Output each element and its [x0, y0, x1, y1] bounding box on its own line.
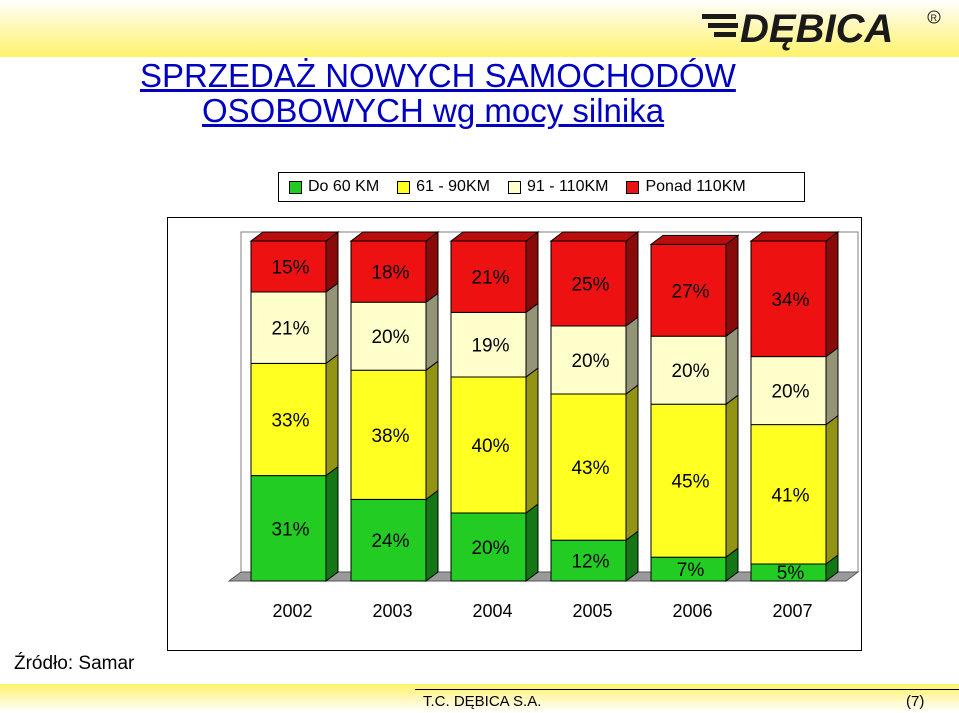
x-tick-label-2007: 2007	[772, 601, 812, 621]
bar-side-2006-4	[725, 234, 739, 338]
data-label-2006-3: 20%	[671, 361, 709, 382]
legend-label: Ponad 110KM	[645, 178, 746, 195]
page-number: (7)	[906, 693, 925, 710]
bar-segment-2004-3	[450, 311, 527, 378]
bar-segment-2004-1	[450, 512, 527, 582]
bar-side-2004-1	[525, 503, 539, 582]
data-label-2005-2: 43%	[571, 458, 609, 479]
legend-item-do-60: Do 60 KM	[289, 178, 379, 196]
legend-label: 91 - 110KM	[526, 178, 609, 195]
x-tick-label-2006: 2006	[672, 601, 712, 621]
bar-side-2005-4	[625, 231, 639, 327]
bar-side-2005-2	[625, 384, 639, 542]
bar-side-2003-3	[425, 292, 439, 372]
legend-item-ponad-110: Ponad 110KM	[626, 178, 746, 196]
bar-segment-2004-2	[450, 376, 527, 514]
data-label-2003-4: 18%	[371, 263, 409, 284]
bar-side-2002-4	[325, 231, 339, 293]
bar-top-2002	[249, 231, 340, 242]
data-label-2003-1: 24%	[371, 531, 409, 552]
legend-swatch	[397, 180, 411, 194]
bar-side-2007-2	[825, 414, 839, 565]
debica-logo: DĘBICA R	[702, 7, 941, 51]
legend-swatch	[626, 180, 640, 194]
bar-side-2004-3	[525, 302, 539, 378]
data-label-2006-4: 27%	[671, 281, 709, 302]
data-label-2005-1: 12%	[571, 552, 609, 573]
bar-segment-2002-3	[250, 291, 327, 364]
bar-side-2004-2	[525, 367, 539, 514]
legend-item-91-110: 91 - 110KM	[507, 178, 609, 196]
bar-top-2005	[549, 231, 640, 242]
x-tick-label-2002: 2002	[272, 601, 312, 621]
footer-band	[0, 684, 959, 713]
footer-company: T.C. DĘBICA S.A.	[423, 693, 542, 710]
data-label-2002-4: 15%	[271, 258, 309, 279]
bar-segment-2002-1	[250, 475, 327, 582]
source-note: Źródło: Samar	[14, 653, 135, 674]
bar-top-2007	[749, 231, 840, 242]
legend-item-61-90: 61 - 90KM	[397, 178, 490, 196]
data-label-2002-1: 31%	[271, 519, 309, 540]
bar-segment-2005-1	[550, 539, 627, 582]
bar-segment-2005-3	[550, 325, 627, 395]
bar-top-2006	[649, 234, 740, 245]
bar-segment-2005-2	[550, 393, 627, 541]
bar-side-2004-4	[525, 231, 539, 314]
header-band	[0, 0, 959, 57]
bar-segment-2003-2	[350, 369, 427, 500]
legend-label: 61 - 90KM	[416, 178, 490, 195]
data-label-2006-1: 7%	[677, 560, 705, 581]
bar-side-2006-2	[725, 394, 739, 559]
data-label-2002-3: 21%	[271, 319, 309, 340]
data-label-2003-2: 38%	[371, 426, 409, 447]
logo-text: DĘBICA	[740, 7, 893, 51]
bar-segment-2003-1	[350, 498, 427, 582]
page-title: SPRZEDAŻ NOWYCH SAMOCHODÓW OSOBOWYCH wg …	[140, 58, 840, 128]
data-label-2007-2: 41%	[771, 485, 809, 506]
bar-side-2007-4	[825, 231, 839, 358]
data-label-2006-2: 45%	[671, 472, 709, 493]
legend-swatch	[507, 180, 521, 194]
bar-top-2004	[449, 231, 540, 242]
x-tick-label-2003: 2003	[372, 601, 412, 621]
data-label-2002-2: 33%	[271, 411, 309, 432]
bar-segment-2003-3	[350, 301, 427, 371]
bar-side-2006-3	[725, 326, 739, 406]
bar-segment-2007-3	[750, 356, 827, 426]
legend-swatch	[289, 180, 302, 194]
registered-mark: R	[931, 13, 938, 23]
bar-top-2003	[349, 231, 440, 242]
x-tick-label-2005: 2005	[572, 601, 612, 621]
title-line-1: SPRZEDAŻ NOWYCH SAMOCHODÓW	[140, 57, 736, 94]
bar-side-2002-3	[325, 282, 339, 365]
data-label-2004-2: 40%	[471, 436, 509, 457]
bar-segment-2004-4	[450, 240, 527, 313]
data-label-2005-4: 25%	[571, 275, 609, 296]
chart-legend: Do 60 KM 61 - 90KM 91 - 110KM Ponad 110K…	[278, 172, 805, 202]
data-label-2007-3: 20%	[771, 382, 809, 403]
footer-divider	[415, 689, 959, 690]
bar-side-2003-1	[425, 489, 439, 582]
title-line-2: OSOBOWYCH wg mocy silnika	[202, 92, 665, 129]
bar-side-2007-3	[825, 346, 839, 426]
data-label-2004-4: 21%	[471, 268, 509, 289]
bar-segment-2006-2	[650, 403, 727, 558]
legend-label: Do 60 KM	[308, 178, 380, 195]
data-label-2004-3: 19%	[471, 336, 509, 357]
bar-side-2005-3	[625, 316, 639, 395]
x-tick-label-2004: 2004	[472, 601, 512, 621]
data-label-2004-1: 20%	[471, 538, 509, 559]
data-label-2007-1: 5%	[777, 563, 805, 584]
bar-side-2002-2	[325, 353, 339, 477]
bar-side-2003-2	[425, 360, 439, 501]
bar-side-2002-1	[325, 465, 339, 582]
bar-side-2003-4	[425, 231, 439, 304]
data-label-2007-4: 34%	[771, 290, 809, 311]
data-label-2005-3: 20%	[571, 351, 609, 372]
data-label-2003-3: 20%	[371, 327, 409, 348]
bar-segment-2003-4	[350, 240, 427, 303]
